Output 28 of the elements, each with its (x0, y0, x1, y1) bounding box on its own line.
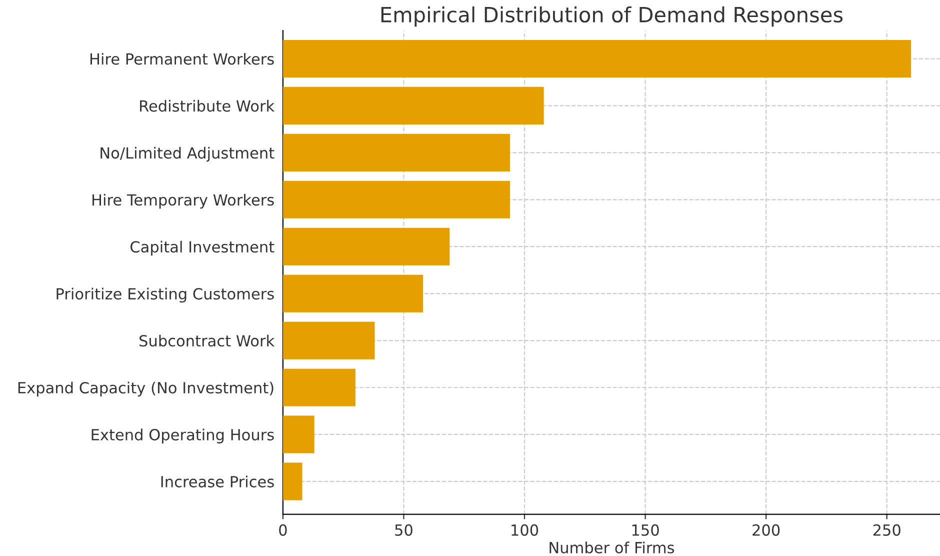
x-tick-label: 50 (395, 524, 412, 536)
y-tick-label: Increase Prices (161, 476, 274, 488)
y-tick-label: Subcontract Work (140, 334, 275, 347)
x-tick-label: 100 (512, 524, 538, 536)
bar (282, 40, 912, 78)
x-tick-label: 200 (752, 524, 780, 536)
y-tick-label: No/Limited Adjustment (100, 146, 274, 162)
x-tick-label: 250 (873, 524, 900, 536)
bar (282, 322, 375, 360)
x-tick-label: 150 (632, 524, 659, 536)
x-tick-label: 0 (279, 524, 287, 536)
bar (282, 228, 450, 266)
bar (282, 416, 314, 454)
bar (282, 86, 544, 125)
y-tick-label: Capital Investment (130, 240, 274, 256)
bar (282, 462, 302, 500)
x-axis-title: Number of Firms (550, 542, 674, 554)
y-tick-label: Hire Permanent Workers (90, 52, 274, 65)
bar (282, 368, 356, 406)
y-tick-label: Redistribute Work (140, 100, 275, 112)
y-tick-label: Hire Temporary Workers (92, 194, 274, 209)
bar (282, 180, 510, 218)
y-tick-label: Expand Capacity (No Investment) (18, 382, 274, 396)
bar (282, 134, 510, 172)
chart-title: Empirical Distribution of Demand Responses (381, 6, 843, 27)
bar (282, 274, 424, 312)
y-tick-label: Extend Operating Hours (92, 428, 274, 444)
y-tick-label: Prioritize Existing Customers (56, 288, 274, 303)
